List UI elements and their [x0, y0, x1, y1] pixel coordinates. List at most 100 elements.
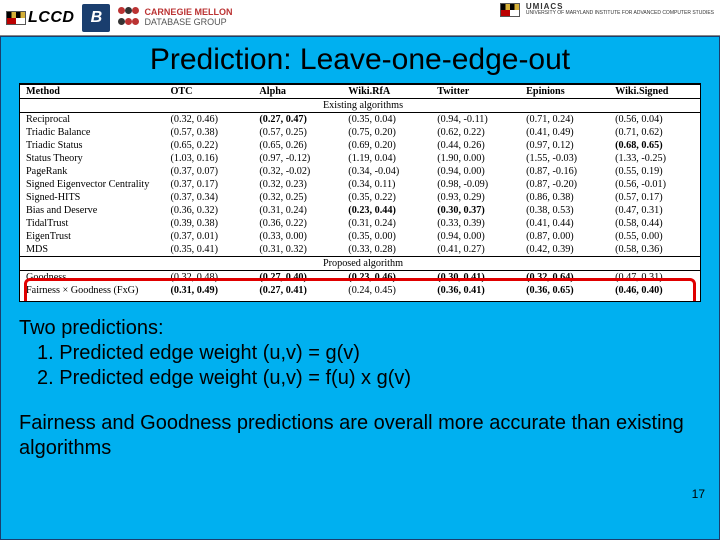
table-col-epinions: Epinions	[522, 85, 611, 99]
section-row: Proposed algorithm	[20, 257, 700, 271]
value-cell: (0.58, 0.44)	[611, 217, 700, 230]
lccd-text: LCCD	[28, 9, 74, 27]
conclusion-text: Fairness and Goodness predictions are ov…	[19, 411, 701, 461]
method-cell: Signed-HITS	[20, 191, 166, 204]
value-cell: (0.97, 0.12)	[522, 139, 611, 152]
value-cell: (0.41, 0.44)	[522, 217, 611, 230]
value-cell: (1.90, 0.00)	[433, 152, 522, 165]
value-cell: (0.36, 0.41)	[433, 284, 522, 297]
value-cell: (0.34, 0.11)	[344, 178, 433, 191]
value-cell: (0.65, 0.22)	[166, 139, 255, 152]
table-row: Triadic Balance(0.57, 0.38)(0.57, 0.25) (…	[20, 126, 700, 139]
table-row: MDS(0.35, 0.41)(0.31, 0.32)(0.33, 0.28)(…	[20, 243, 700, 257]
value-cell: (0.55, 0.19)	[611, 165, 700, 178]
table-row: Goodness(0.32, 0.48)(0.27, 0.40)(0.23, 0…	[20, 271, 700, 285]
table-row: Reciprocal(0.32, 0.46)(0.27, 0.47)(0.35,…	[20, 113, 700, 127]
table-row: Signed Eigenvector Centrality(0.37, 0.17…	[20, 178, 700, 191]
value-cell: (1.33, -0.25)	[611, 152, 700, 165]
cmu-line2: DATABASE GROUP	[144, 18, 232, 27]
table-col-wikirfa: Wiki.RfA	[344, 85, 433, 99]
value-cell: (0.24, 0.45)	[344, 284, 433, 297]
value-cell: (0.27, 0.41)	[255, 284, 344, 297]
value-cell: (0.32, -0.02)	[255, 165, 344, 178]
value-cell: (0.35, 0.04)	[344, 113, 433, 127]
value-cell: (0.86, 0.38)	[522, 191, 611, 204]
method-cell: Signed Eigenvector Centrality	[20, 178, 166, 191]
table-row: Fairness × Goodness (FxG)(0.31, 0.49)(0.…	[20, 284, 700, 297]
maryland-flag-icon	[500, 3, 520, 17]
cmu-db-icon	[118, 7, 140, 29]
value-cell: (0.87, 0.00)	[522, 230, 611, 243]
value-cell: (0.68, 0.65)	[611, 139, 700, 152]
table-body: Existing algorithmsReciprocal(0.32, 0.46…	[20, 99, 700, 298]
method-cell: Bias and Deserve	[20, 204, 166, 217]
value-cell: (0.65, 0.26)	[255, 139, 344, 152]
umiacs-text: UMIACS UNIVERSITY OF MARYLAND INSTITUTE …	[526, 3, 714, 17]
value-cell: (0.94, 0.00)	[433, 230, 522, 243]
value-cell: (0.38, 0.53)	[522, 204, 611, 217]
value-cell: (0.31, 0.32)	[255, 243, 344, 257]
value-cell: (0.93, 0.29)	[433, 191, 522, 204]
slide: Prediction: Leave-one-edge-out MethodOTC…	[0, 36, 720, 540]
method-cell: Status Theory	[20, 152, 166, 165]
value-cell: (0.57, 0.17)	[611, 191, 700, 204]
value-cell: (0.31, 0.49)	[166, 284, 255, 297]
predictions-text: Two predictions: 1. Predicted edge weigh…	[19, 316, 701, 391]
table-row: Status Theory(1.03, 0.16)(0.97, -0.12)(1…	[20, 152, 700, 165]
value-cell: (0.37, 0.34)	[166, 191, 255, 204]
value-cell: (0.42, 0.39)	[522, 243, 611, 257]
value-cell: (0.44, 0.26)	[433, 139, 522, 152]
value-cell: (0.33, 0.39)	[433, 217, 522, 230]
value-cell: (0.37, 0.07)	[166, 165, 255, 178]
method-cell: TidalTrust	[20, 217, 166, 230]
value-cell: (0.23, 0.44)	[344, 204, 433, 217]
prediction-item-2: 2. Predicted edge weight (u,v) = f(u) x …	[37, 366, 701, 391]
value-cell: (0.55, 0.00)	[611, 230, 700, 243]
results-table: MethodOTCAlphaWiki.RfATwitterEpinionsWik…	[20, 84, 700, 297]
method-cell: EigenTrust	[20, 230, 166, 243]
table-col-otc: OTC	[166, 85, 255, 99]
value-cell: (0.71, 0.24)	[522, 113, 611, 127]
value-cell: (0.33, 0.28)	[344, 243, 433, 257]
b-icon: B	[82, 4, 110, 32]
value-cell: (0.32, 0.25)	[255, 191, 344, 204]
page-number: 17	[692, 487, 705, 501]
table-col-wikisigned: Wiki.Signed	[611, 85, 700, 99]
value-cell: (0.57, 0.38)	[166, 126, 255, 139]
value-cell: (0.41, 0.49)	[522, 126, 611, 139]
value-cell: (0.31, 0.24)	[255, 204, 344, 217]
logo-umiacs: UMIACS UNIVERSITY OF MARYLAND INSTITUTE …	[500, 3, 714, 33]
table-col-alpha: Alpha	[255, 85, 344, 99]
value-cell: (0.57, 0.25)	[255, 126, 344, 139]
value-cell: (0.58, 0.36)	[611, 243, 700, 257]
section-label: Existing algorithms	[20, 99, 700, 113]
value-cell: (0.71, 0.62)	[611, 126, 700, 139]
value-cell: (0.32, 0.48)	[166, 271, 255, 285]
section-label: Proposed algorithm	[20, 257, 700, 271]
table-row: EigenTrust(0.37, 0.01)(0.33, 0.00)(0.35,…	[20, 230, 700, 243]
value-cell: (0.32, 0.23)	[255, 178, 344, 191]
value-cell: (0.34, -0.04)	[344, 165, 433, 178]
method-cell: Fairness × Goodness (FxG)	[20, 284, 166, 297]
value-cell: (0.35, 0.41)	[166, 243, 255, 257]
umiacs-line2: UNIVERSITY OF MARYLAND INSTITUTE FOR ADV…	[526, 11, 714, 16]
section-row: Existing algorithms	[20, 99, 700, 113]
method-cell: PageRank	[20, 165, 166, 178]
table-col-twitter: Twitter	[433, 85, 522, 99]
value-cell: (0.32, 0.64)	[522, 271, 611, 285]
table-row: Bias and Deserve(0.36, 0.32)(0.31, 0.24)…	[20, 204, 700, 217]
value-cell: (0.36, 0.32)	[166, 204, 255, 217]
value-cell: (0.94, -0.11)	[433, 113, 522, 127]
prediction-item-1: 1. Predicted edge weight (u,v) = g(v)	[37, 341, 701, 366]
table-header: MethodOTCAlphaWiki.RfATwitterEpinionsWik…	[20, 85, 700, 99]
header-bar: LCCD B CARNEGIE MELLON DATABASE GROUP UM…	[0, 0, 720, 36]
method-cell: Reciprocal	[20, 113, 166, 127]
logo-lccd: LCCD	[6, 3, 74, 33]
value-cell: (1.19, 0.04)	[344, 152, 433, 165]
value-cell: (0.27, 0.47)	[255, 113, 344, 127]
value-cell: (0.47, 0.31)	[611, 204, 700, 217]
value-cell: (0.94, 0.00)	[433, 165, 522, 178]
method-cell: Triadic Balance	[20, 126, 166, 139]
value-cell: (0.32, 0.46)	[166, 113, 255, 127]
value-cell: (1.03, 0.16)	[166, 152, 255, 165]
